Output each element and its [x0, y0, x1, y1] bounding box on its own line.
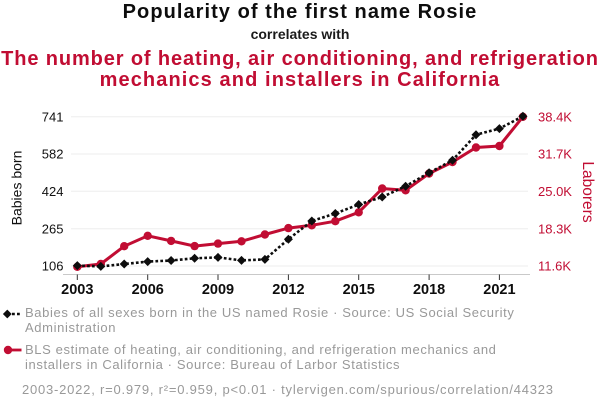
svg-text:424: 424 [42, 184, 64, 199]
svg-text:2006: 2006 [132, 282, 164, 298]
svg-text:2012: 2012 [272, 282, 304, 298]
svg-text:2021: 2021 [483, 282, 515, 298]
svg-text:25.0K: 25.0K [538, 184, 572, 199]
svg-text:18.3K: 18.3K [538, 221, 572, 236]
svg-text:Babies born: Babies born [9, 151, 25, 226]
svg-text:582: 582 [42, 147, 64, 162]
svg-text:2015: 2015 [343, 282, 375, 298]
svg-text:741: 741 [42, 109, 64, 124]
svg-text:Laborers: Laborers [579, 161, 596, 222]
svg-text:106: 106 [42, 259, 64, 274]
svg-text:31.7K: 31.7K [538, 147, 572, 162]
svg-text:2003: 2003 [61, 282, 93, 298]
svg-text:265: 265 [42, 221, 64, 236]
svg-text:2018: 2018 [413, 282, 445, 298]
svg-text:11.6K: 11.6K [538, 259, 571, 274]
svg-text:2009: 2009 [202, 282, 234, 298]
svg-text:38.4K: 38.4K [538, 109, 572, 124]
